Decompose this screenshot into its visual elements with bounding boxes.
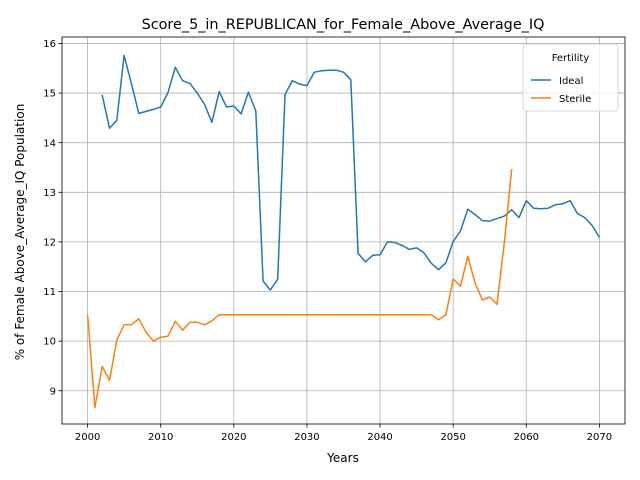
x-tick-label: 2010 — [148, 432, 173, 443]
series-line-ideal — [101, 54, 601, 291]
legend: Fertility Ideal Sterile — [522, 43, 619, 112]
x-tick-label: 2060 — [514, 432, 539, 443]
x-tick-label: 2030 — [294, 432, 319, 443]
y-tick-label: 12 — [43, 238, 56, 249]
y-tick-label: 9 — [50, 386, 56, 397]
series-line-sterile — [86, 168, 513, 409]
y-tick-label: 16 — [43, 39, 56, 50]
grid — [62, 37, 625, 424]
series-lines — [86, 54, 601, 409]
y-tick-label: 13 — [43, 188, 56, 199]
y-tick-label: 11 — [43, 287, 56, 298]
y-axis-ticks: 9 10 11 12 13 14 15 16 — [43, 39, 62, 397]
chart-title: Score_5_in_REPUBLICAN_for_Female_Above_A… — [142, 17, 545, 33]
y-tick-label: 14 — [43, 138, 56, 149]
x-axis-ticks: 2000 2010 2020 2030 2040 2050 2060 2070 — [75, 424, 612, 443]
y-tick-label: 15 — [43, 89, 56, 100]
legend-label-ideal: Ideal — [559, 76, 583, 87]
legend-title: Fertility — [552, 53, 590, 64]
legend-label-sterile: Sterile — [559, 94, 591, 105]
x-tick-label: 2000 — [75, 432, 100, 443]
y-tick-label: 10 — [43, 337, 56, 348]
x-tick-label: 2070 — [587, 432, 612, 443]
x-tick-label: 2050 — [440, 432, 465, 443]
x-axis-label: Years — [326, 451, 359, 465]
legend-box — [522, 43, 619, 112]
x-tick-label: 2040 — [367, 432, 392, 443]
x-tick-label: 2020 — [221, 432, 246, 443]
plot-area-frame — [61, 36, 626, 425]
y-axis-label: % of Female Above_Average_IQ Population — [13, 104, 27, 361]
